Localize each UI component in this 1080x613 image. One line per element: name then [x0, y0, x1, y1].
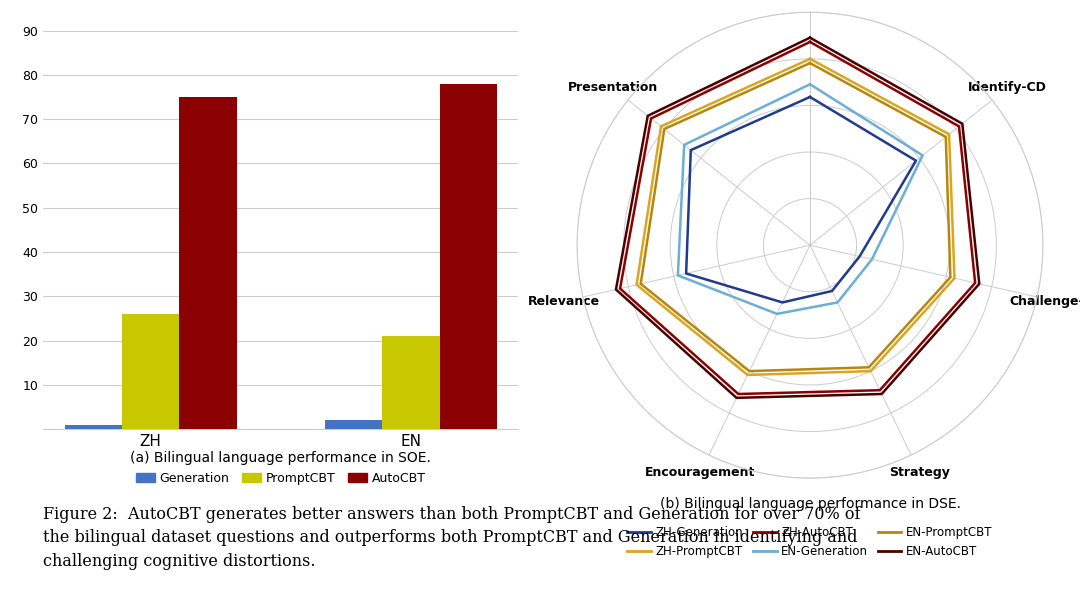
- Bar: [179, 97, 237, 429]
- Bar: [440, 84, 497, 429]
- Bar: [65, 425, 122, 429]
- Bar: [122, 314, 179, 429]
- Bar: [325, 421, 382, 429]
- Legend: Generation, PromptCBT, AutoCBT: Generation, PromptCBT, AutoCBT: [131, 467, 431, 490]
- Legend: ZH-Generation, ZH-PromptCBT, ZH-AutoCBT, EN-Generation, EN-PromptCBT, EN-AutoCBT: ZH-Generation, ZH-PromptCBT, ZH-AutoCBT,…: [623, 521, 997, 563]
- Text: (a) Bilingual language performance in SOE.: (a) Bilingual language performance in SO…: [131, 451, 431, 465]
- Text: (b) Bilingual language performance in DSE.: (b) Bilingual language performance in DS…: [660, 497, 960, 511]
- Text: Figure 2:  AutoCBT generates better answers than both PromptCBT and Generation f: Figure 2: AutoCBT generates better answe…: [43, 506, 861, 569]
- Bar: [382, 336, 440, 429]
